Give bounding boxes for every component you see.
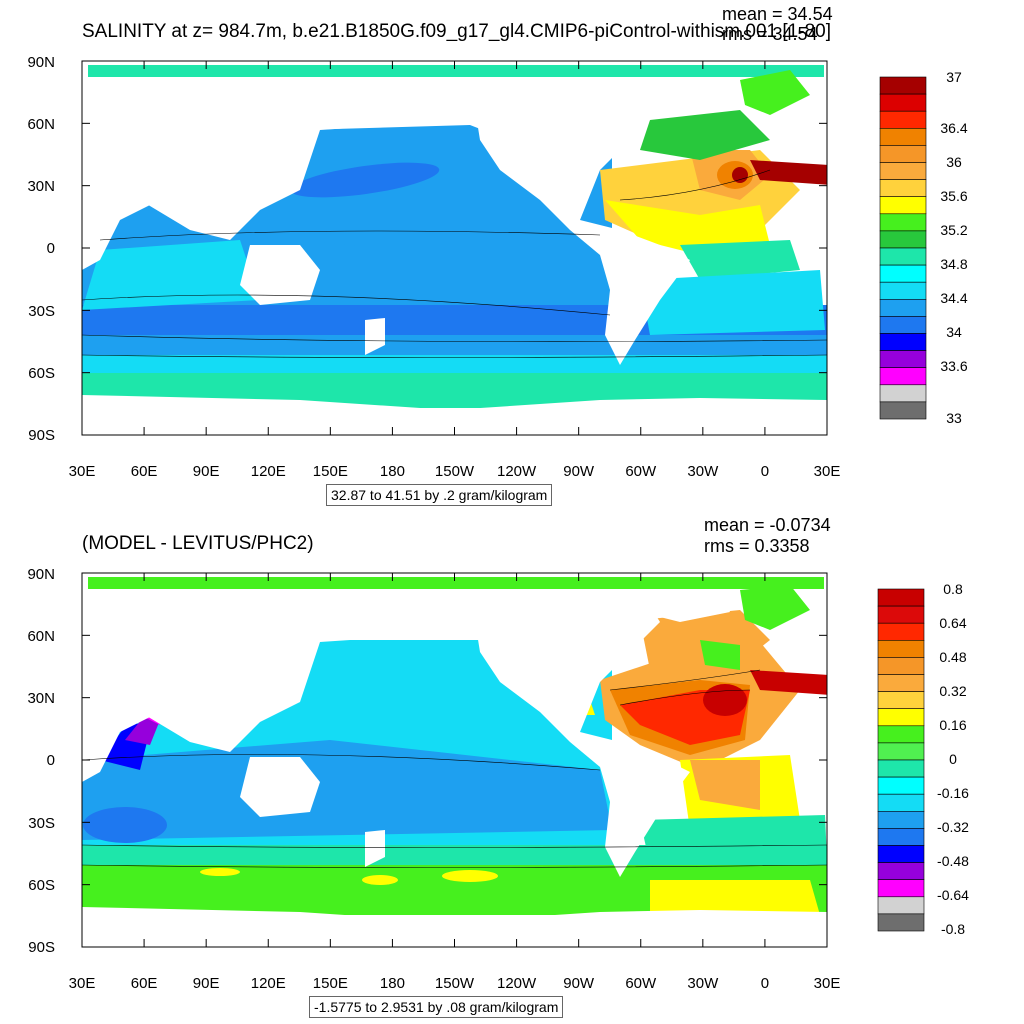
panel1-range-box: 32.87 to 41.51 by .2 gram/kilogram — [326, 484, 553, 506]
colorbar-label: 34 — [946, 324, 962, 340]
panel2-lat-label: 60S — [28, 877, 55, 894]
colorbar-label: -0.64 — [937, 887, 969, 903]
lon-label: 180 — [379, 975, 405, 992]
panel1-land-africa — [82, 175, 160, 270]
panel2-lat-label: 60N — [27, 628, 55, 645]
lon-label: 120E — [250, 975, 286, 992]
panel2-lat-label: 90N — [27, 566, 55, 583]
colorbar-label: 33 — [946, 410, 962, 426]
colorbar-label: -0.32 — [937, 819, 969, 835]
colorbar-label: 0.8 — [943, 581, 963, 597]
lon-label: 30W — [687, 975, 719, 992]
lon-label: 150E — [312, 463, 348, 480]
panel2-land-americas — [470, 590, 690, 877]
lon-label: 60W — [625, 975, 657, 992]
panel2-range-box: -1.5775 to 2.9531 by .08 gram/kilogram — [309, 996, 564, 1018]
panel1-land-antarctica — [82, 395, 827, 435]
colorbar-label: 35.2 — [940, 222, 968, 238]
colorbar-label: -0.48 — [937, 853, 969, 869]
colorbar-label: 35.6 — [940, 188, 968, 204]
panel2-land-africa — [82, 687, 160, 782]
lon-label: 90E — [192, 975, 220, 992]
panel1-lat-label: 30N — [27, 178, 55, 195]
colorbar-label: -0.8 — [940, 921, 966, 937]
lon-label: 150E — [312, 975, 348, 992]
panel2-rms: rms = 0.3358 — [704, 536, 810, 556]
lon-label: 180 — [379, 463, 405, 480]
panel1-arctic — [88, 65, 824, 77]
lon-label: 150W — [434, 463, 475, 480]
panel2-lat-label: 30N — [27, 690, 55, 707]
colorbar-label: 0.32 — [939, 683, 967, 699]
lon-label: 150W — [434, 975, 475, 992]
lon-label: 30E — [68, 463, 96, 480]
panel1-lat-label: 90N — [27, 54, 55, 71]
panel1-land-americas — [470, 78, 690, 365]
panel2-land-antarctica — [82, 907, 827, 947]
lon-label: 120W — [496, 975, 537, 992]
panel2-title: (MODEL - LEVITUS/PHC2) — [82, 533, 314, 554]
lon-label: 60W — [625, 463, 657, 480]
lon-label: 60E — [130, 975, 158, 992]
panel2-land-australia — [240, 757, 320, 817]
colorbar-label: 0 — [949, 751, 957, 767]
lon-label: 120E — [250, 463, 286, 480]
lon-label: 90W — [563, 975, 595, 992]
lon-label: 90E — [192, 463, 220, 480]
panel2-ticks — [81, 572, 828, 948]
colorbar-label: 0.48 — [939, 649, 967, 665]
colorbar-label: 34.8 — [940, 256, 968, 272]
colorbar-label: 37 — [946, 69, 962, 85]
colorbar-label: 34.4 — [940, 290, 968, 306]
panel2-lat-label: 0 — [46, 752, 55, 769]
panel1-lat-label: 0 — [46, 240, 55, 257]
panel1-lat-label: 60S — [28, 365, 55, 382]
panel1-rms: rms = 34.54 — [722, 24, 818, 44]
lon-label: 30E — [813, 975, 841, 992]
colorbar-label: 0.16 — [939, 717, 967, 733]
panel1-lat-label: 30S — [28, 303, 55, 320]
panel1-lat-label: 60N — [27, 116, 55, 133]
panel2-arctic — [88, 577, 824, 589]
panel1-lat-label: 90S — [28, 427, 55, 444]
lon-label: 60E — [130, 463, 158, 480]
panel1-title: SALINITY at z= 984.7m, b.e21.B1850G.f09_… — [82, 21, 831, 42]
colorbar-label: 0.64 — [939, 615, 967, 631]
lon-label: 30E — [813, 463, 841, 480]
colorbar-label: 36 — [946, 154, 962, 170]
panel2-mean: mean = -0.0734 — [704, 515, 831, 535]
colorbar-label: 33.6 — [940, 358, 968, 374]
panel2-lat-label: 90S — [28, 939, 55, 956]
panel1-land-australia — [240, 245, 320, 305]
colorbar-label: 36.4 — [940, 120, 968, 136]
lon-label: 30E — [68, 975, 96, 992]
lon-label: 30W — [687, 463, 719, 480]
lon-label: 120W — [496, 463, 537, 480]
panel1-mean: mean = 34.54 — [722, 4, 833, 24]
panel2-lat-label: 30S — [28, 815, 55, 832]
colorbar-label: -0.16 — [937, 785, 969, 801]
panel1-ticks — [81, 60, 828, 436]
lon-label: 90W — [563, 463, 595, 480]
lon-label: 0 — [760, 975, 770, 992]
lon-label: 0 — [760, 463, 770, 480]
